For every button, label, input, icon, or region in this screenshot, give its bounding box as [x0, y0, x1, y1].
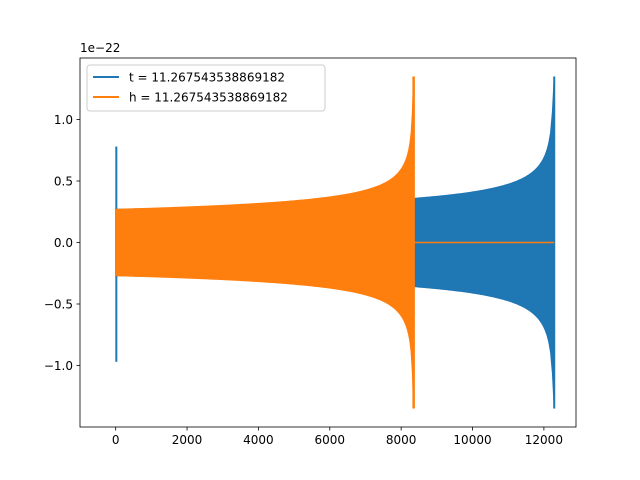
x-tick-label: 8000	[386, 433, 417, 447]
axis-ticks: 0 2000 4000 6000 8000 10000 12000 1.0 0.5 0.0 −0.5…	[44, 113, 563, 447]
y-offset-text: 1e−22	[80, 41, 120, 55]
legend-box	[86, 64, 326, 112]
x-tick-label: 2000	[172, 433, 203, 447]
x-tick-label: 10000	[453, 433, 491, 447]
series-h-envelope	[115, 76, 415, 409]
legend-label: t = 11.267543538869182	[129, 70, 285, 84]
x-tick-label: 12000	[525, 433, 563, 447]
plot-area	[115, 76, 556, 409]
x-tick-label: 0	[112, 433, 120, 447]
legend-label: h = 11.267543538869182	[129, 90, 288, 104]
y-tick-label: 0.5	[54, 174, 73, 188]
y-tick-label: −0.5	[44, 297, 73, 311]
y-tick-label: −1.0	[44, 359, 73, 373]
legend: t = 11.267543538869182 h = 11.26754353886…	[86, 64, 326, 112]
x-tick-label: 4000	[243, 433, 274, 447]
y-tick-label: 1.0	[54, 113, 73, 127]
y-tick-label: 0.0	[54, 236, 73, 250]
x-tick-label: 6000	[315, 433, 346, 447]
